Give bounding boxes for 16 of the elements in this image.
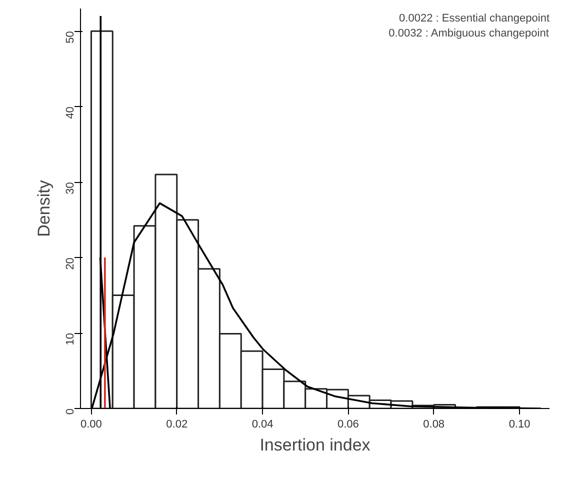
y-tick-label: 0 bbox=[64, 408, 76, 415]
x-tick-label: 0.08 bbox=[423, 418, 445, 430]
x-tick-label: 0.06 bbox=[337, 418, 359, 430]
x-axis-title: Insertion index bbox=[260, 436, 371, 454]
y-tick-label: 20 bbox=[64, 258, 76, 270]
x-tick-label: 0.04 bbox=[252, 418, 274, 430]
y-tick-label: 50 bbox=[64, 31, 76, 44]
y-tick-label: 40 bbox=[64, 106, 76, 119]
annotation: 0.0032 : Ambiguous changepoint bbox=[388, 28, 549, 40]
y-axis-title: Density bbox=[34, 180, 54, 237]
y-tick-label: 30 bbox=[64, 182, 76, 194]
x-tick-label: 0.00 bbox=[80, 418, 102, 430]
x-tick-label: 0.02 bbox=[166, 418, 188, 430]
annotation: 0.0022 : Essential changepoint bbox=[399, 12, 550, 24]
y-tick-label: 10 bbox=[64, 333, 76, 346]
x-tick-label: 0.10 bbox=[508, 418, 530, 430]
